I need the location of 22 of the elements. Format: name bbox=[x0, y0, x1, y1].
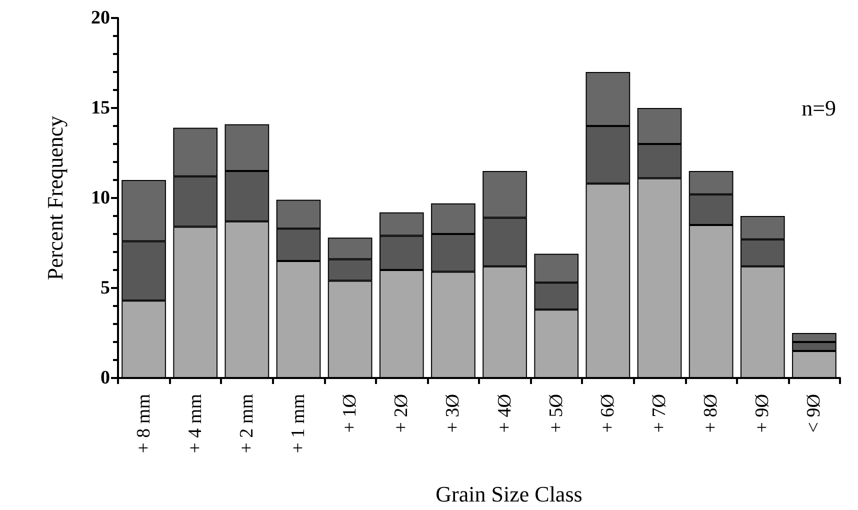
y-tick-label: 10 bbox=[91, 188, 110, 208]
x-tick-label: + 1Ø bbox=[340, 394, 361, 433]
y-tick-label: 5 bbox=[100, 278, 110, 298]
x-tick-label: + 8 mm bbox=[133, 394, 154, 454]
x-tick-label: + 9Ø bbox=[752, 394, 774, 433]
x-tick-label: + 1 mm bbox=[288, 394, 309, 454]
x-tick-label: + 5Ø bbox=[546, 394, 567, 433]
x-tick-label: + 6Ø bbox=[597, 394, 618, 433]
y-tick-label: 0 bbox=[100, 368, 110, 388]
y-axis-title: Percent Frequency bbox=[42, 116, 68, 280]
y-tick-label: 15 bbox=[91, 98, 110, 118]
x-tick-label: + 4Ø bbox=[494, 394, 516, 433]
x-tick-label: + 3Ø bbox=[442, 394, 464, 433]
annotation: n=9 bbox=[802, 96, 836, 120]
x-tick-label: + 2 mm bbox=[236, 394, 258, 454]
y-tick-label: 20 bbox=[91, 8, 110, 28]
x-tick-label: < 9Ø bbox=[804, 394, 825, 433]
x-tick-label: + 7Ø bbox=[649, 394, 670, 433]
x-tick-label: + 8Ø bbox=[700, 394, 722, 433]
x-axis-title: Grain Size Class bbox=[436, 482, 582, 506]
x-tick-label: + 2Ø bbox=[391, 394, 412, 433]
x-tick-label: + 4 mm bbox=[184, 394, 206, 454]
